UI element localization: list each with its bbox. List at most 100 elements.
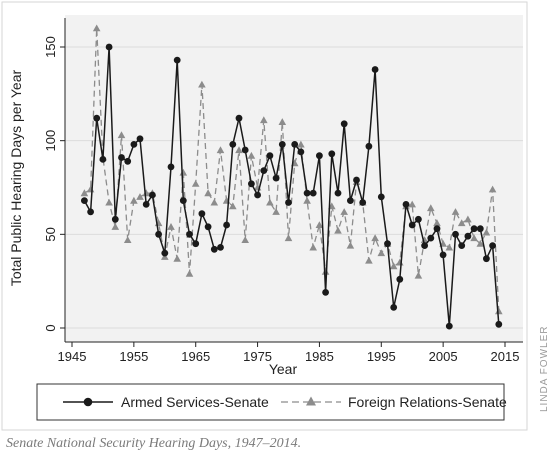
data-point-armed xyxy=(81,197,88,205)
data-point-foreign xyxy=(488,185,497,193)
data-point-foreign xyxy=(482,228,491,236)
data-point-foreign xyxy=(260,116,268,124)
data-point-armed xyxy=(105,43,113,51)
x-tick-label: 1995 xyxy=(367,349,396,364)
data-point-foreign xyxy=(173,254,181,262)
data-point-armed xyxy=(266,152,274,160)
data-point-armed xyxy=(458,242,466,250)
data-point-foreign xyxy=(191,180,200,187)
x-tick-label: 2015 xyxy=(491,349,520,364)
y-tick-label: 100 xyxy=(43,130,58,152)
data-point-armed xyxy=(142,201,150,208)
data-point-armed xyxy=(149,191,156,199)
x-tick-label: 1975 xyxy=(243,349,272,364)
data-point-foreign xyxy=(185,269,194,277)
data-point-foreign xyxy=(278,118,287,125)
data-point-armed xyxy=(452,230,459,238)
data-point-armed xyxy=(130,141,138,148)
data-point-foreign xyxy=(315,221,324,228)
data-point-foreign xyxy=(346,241,355,249)
data-point-foreign xyxy=(334,226,342,234)
data-point-armed xyxy=(328,150,336,158)
data-point-armed xyxy=(445,322,453,330)
y-axis-label: Total Public Hearing Days per Year xyxy=(8,69,24,286)
data-point-armed xyxy=(161,249,169,257)
data-point-armed xyxy=(365,142,373,150)
legend-box xyxy=(36,383,505,421)
data-point-foreign xyxy=(420,236,429,243)
data-point-armed xyxy=(111,215,119,223)
data-point-foreign xyxy=(414,271,423,279)
data-point-armed xyxy=(235,114,243,122)
data-point-armed xyxy=(347,197,354,205)
data-point-foreign xyxy=(309,243,317,251)
data-point-armed xyxy=(173,56,181,64)
data-point-armed xyxy=(353,176,360,184)
data-point-armed xyxy=(427,234,435,242)
x-ticks: 1945 1955 1965 1975 1985 1995 2005 2015 xyxy=(58,342,520,364)
x-tick-label: 1955 xyxy=(119,349,148,364)
data-point-armed xyxy=(309,189,317,197)
photo-credit: LINDA FOWLER xyxy=(539,326,550,412)
data-point-armed xyxy=(93,114,101,122)
data-point-foreign xyxy=(210,198,219,206)
data-point-armed xyxy=(316,152,323,160)
data-point-armed xyxy=(210,245,218,253)
data-point-foreign xyxy=(445,243,454,251)
data-point-armed xyxy=(334,189,342,197)
data-point-foreign xyxy=(92,24,101,32)
data-point-armed xyxy=(476,225,484,233)
data-point-armed xyxy=(248,180,255,188)
data-point-foreign xyxy=(321,268,330,275)
data-point-armed xyxy=(99,156,107,163)
data-point-foreign xyxy=(495,307,503,315)
legend-label-foreign: Foreign Relations-Senate xyxy=(348,394,507,410)
data-point-foreign xyxy=(457,219,466,227)
data-point-armed xyxy=(198,210,206,218)
data-point-foreign xyxy=(241,236,249,243)
x-tick-label: 1945 xyxy=(58,349,87,364)
data-point-armed xyxy=(439,251,447,259)
data-point-armed xyxy=(155,230,163,238)
data-point-foreign xyxy=(272,208,280,215)
legend-label-armed: Armed Services-Senate xyxy=(121,394,269,410)
y-ticks: 0 50 100 150 xyxy=(43,36,65,332)
data-point-armed xyxy=(371,66,379,73)
data-point-armed xyxy=(470,225,478,233)
data-point-armed xyxy=(87,208,94,216)
data-point-foreign xyxy=(123,236,132,243)
data-point-foreign xyxy=(247,151,256,159)
series xyxy=(80,24,503,330)
data-point-foreign xyxy=(451,208,460,215)
data-point-armed xyxy=(179,197,187,205)
data-point-foreign xyxy=(408,200,416,208)
data-point-foreign xyxy=(365,256,373,264)
data-point-armed xyxy=(124,157,132,165)
axes xyxy=(64,18,523,343)
data-point-foreign xyxy=(284,234,293,242)
data-point-armed xyxy=(186,230,193,238)
data-point-armed xyxy=(291,141,299,148)
data-point-foreign xyxy=(266,198,274,206)
data-point-armed xyxy=(359,199,367,206)
data-point-armed xyxy=(278,141,286,148)
data-point-armed xyxy=(204,223,212,231)
data-point-foreign xyxy=(433,219,441,227)
data-point-armed xyxy=(377,193,385,201)
data-point-foreign xyxy=(297,140,305,148)
data-point-foreign xyxy=(111,223,120,230)
data-point-foreign xyxy=(235,146,243,154)
x-tick-label: 1965 xyxy=(181,349,210,364)
y-tick-label: 0 xyxy=(43,324,58,331)
legend-item-armed: Armed Services-Senate xyxy=(63,394,269,410)
data-point-foreign xyxy=(303,196,311,204)
data-point-armed xyxy=(340,120,348,128)
legend-marker-armed xyxy=(83,397,93,407)
data-point-armed xyxy=(390,304,398,311)
data-point-armed xyxy=(384,240,391,248)
data-point-foreign xyxy=(371,234,379,242)
figure-caption: Senate National Security Hearing Days, 1… xyxy=(6,436,302,451)
data-point-armed xyxy=(223,221,231,229)
y-tick-label: 150 xyxy=(43,36,58,58)
